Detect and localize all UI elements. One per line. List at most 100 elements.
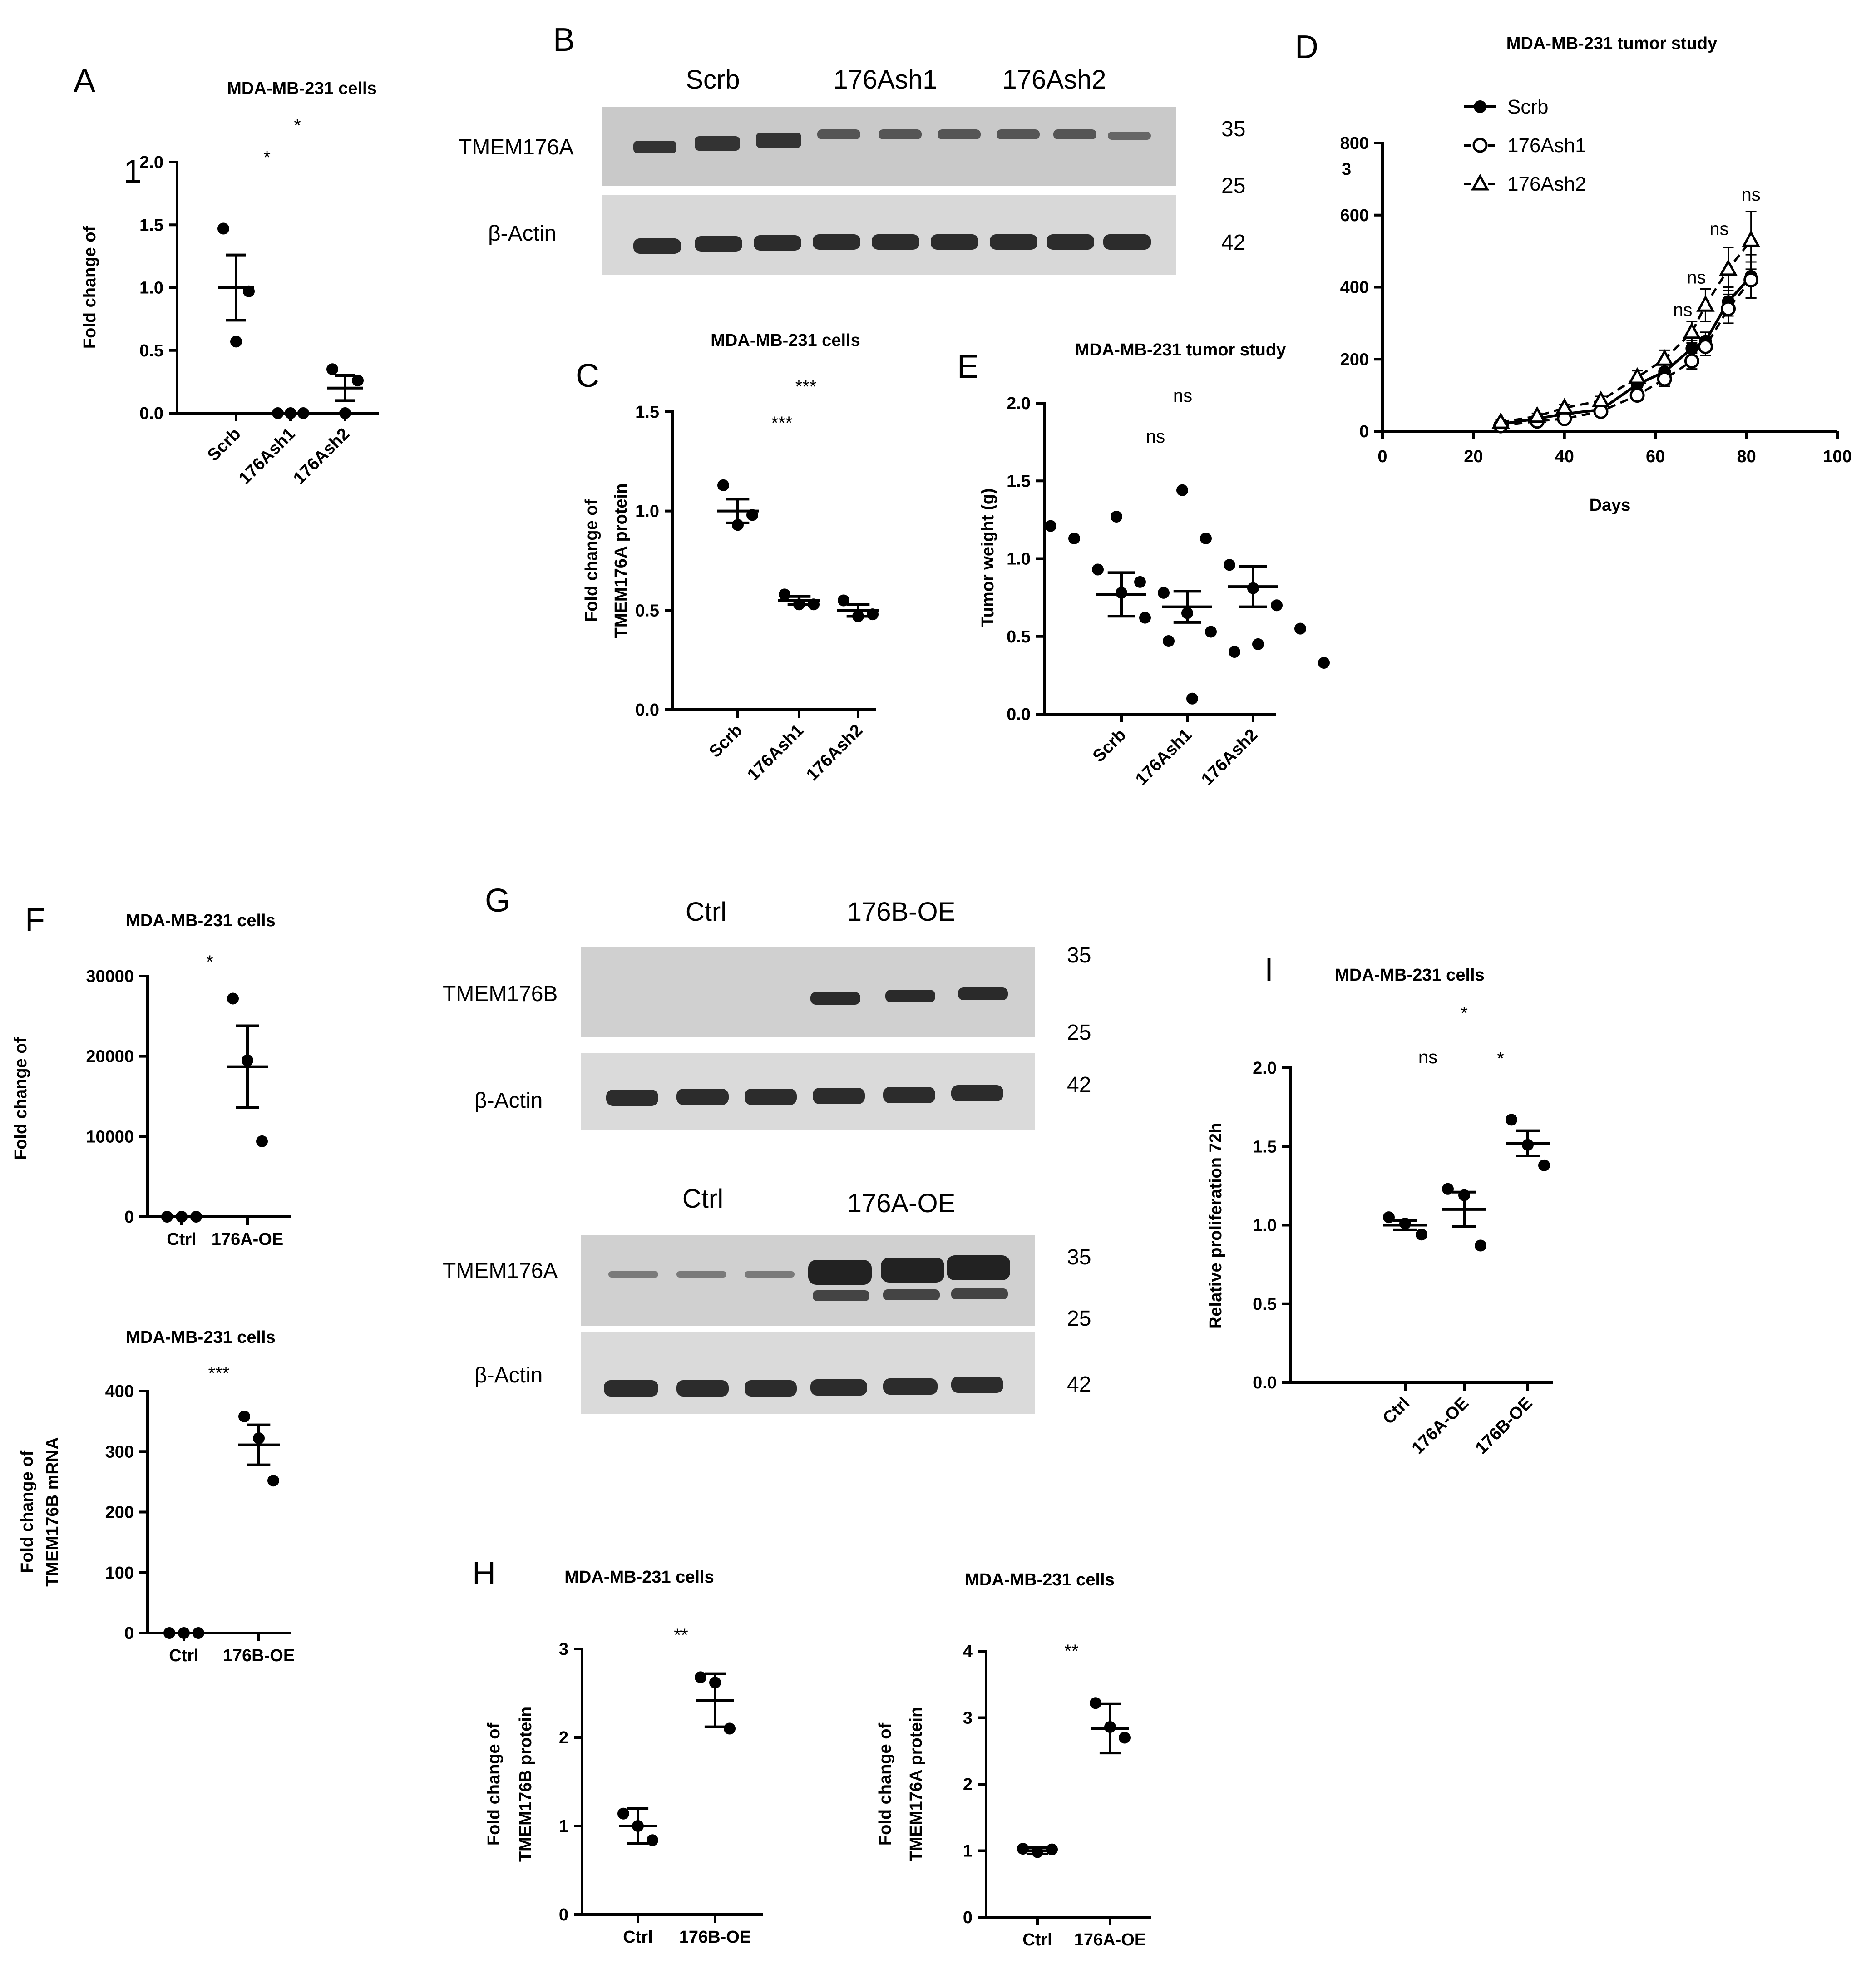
blot-b-loading-bands bbox=[633, 234, 1151, 254]
panel-a-extra-label: 1 bbox=[123, 153, 142, 190]
chart-e-ytick-label: 0.5 bbox=[1007, 627, 1031, 646]
chart-d-ytick-label: 0 bbox=[1359, 422, 1369, 441]
chart-f-top-ytick-label: 30000 bbox=[86, 967, 134, 986]
chart-c-significance: *** bbox=[771, 413, 793, 433]
panel-label-a: A bbox=[74, 63, 95, 99]
chart-d-title: MDA-MB-231 tumor study bbox=[1506, 34, 1717, 53]
chart-i-ylabel: Relative proliferation 72h bbox=[1206, 1123, 1225, 1329]
chart-f-bottom-ytick-label: 100 bbox=[105, 1564, 134, 1583]
chart-d-annotation: ns bbox=[1709, 219, 1728, 239]
blot-g-top-lane-ctrl: Ctrl bbox=[686, 897, 726, 927]
chart-a-significance: * bbox=[263, 148, 271, 168]
panel-label-b: B bbox=[553, 22, 575, 58]
chart-panel-h-right: MDA-MB-231 cells 0 1 2 3 4 Fold change of TMEM1… bbox=[876, 1570, 1151, 1949]
chart-i-significance: * bbox=[1461, 1003, 1468, 1023]
chart-h-right-ylabel: TMEM176A protein bbox=[907, 1707, 926, 1862]
chart-a-ytick-label: 0.0 bbox=[139, 404, 163, 423]
chart-f-bottom-title: MDA-MB-231 cells bbox=[126, 1328, 275, 1347]
chart-h-right-data-point bbox=[1119, 1732, 1131, 1744]
chart-d-ytick-label: 200 bbox=[1340, 350, 1369, 369]
panel-label-d: D bbox=[1295, 29, 1318, 65]
chart-h-left-ylabel: Fold change of bbox=[484, 1723, 504, 1846]
chart-d-xtick-label: 0 bbox=[1377, 447, 1387, 466]
chart-i-ytick-label: 0.5 bbox=[1253, 1295, 1277, 1314]
chart-f-bottom-significance: *** bbox=[208, 1363, 230, 1383]
chart-d-point-176ash1 bbox=[1657, 371, 1672, 387]
chart-h-right-ylabel: Fold change of bbox=[876, 1723, 895, 1846]
chart-i-ytick-label: 2.0 bbox=[1253, 1059, 1277, 1078]
chart-d-series-line-176ash1 bbox=[1501, 279, 1752, 427]
chart-h-right-ytick-label: 0 bbox=[963, 1908, 973, 1927]
chart-h-right-ytick-label: 4 bbox=[963, 1642, 973, 1661]
chart-h-right-xtick-label: 176A-OE bbox=[1074, 1930, 1146, 1949]
chart-h-left-data-point bbox=[617, 1807, 629, 1820]
chart-f-top-data-point bbox=[256, 1135, 268, 1147]
chart-panel-f-top: MDA-MB-231 cells 0 10000 20000 30000 Fold cha… bbox=[11, 911, 291, 1249]
chart-e-data-point bbox=[1163, 635, 1175, 647]
chart-d-point-176ash2 bbox=[1655, 349, 1674, 366]
chart-h-right-data-point bbox=[1090, 1697, 1101, 1709]
panel-label-f: F bbox=[25, 902, 45, 938]
chart-c-data-point bbox=[779, 588, 790, 601]
chart-a-significance: * bbox=[294, 116, 301, 136]
chart-f-bottom-ytick-label: 300 bbox=[105, 1442, 134, 1461]
blot-g-bottom-target-label: TMEM176A bbox=[443, 1259, 558, 1283]
chart-d-legend-label-176ash2: 176Ash2 bbox=[1507, 173, 1586, 195]
chart-d-point-176ash2 bbox=[1719, 259, 1738, 276]
chart-c-ylabel: Fold change of bbox=[582, 499, 601, 622]
chart-i-ytick-label: 1.0 bbox=[1253, 1216, 1277, 1235]
chart-c-ytick-label: 1.0 bbox=[635, 502, 659, 521]
chart-e-data-point bbox=[1205, 626, 1217, 638]
chart-d-legend-label-scrb: Scrb bbox=[1507, 96, 1548, 118]
panel-label-e: E bbox=[957, 349, 979, 385]
chart-i-data-point bbox=[1383, 1211, 1395, 1224]
chart-d-point-176ash2 bbox=[1555, 398, 1574, 415]
chart-e-data-point bbox=[1139, 612, 1151, 624]
chart-h-left-data-point bbox=[695, 1671, 706, 1683]
blot-b-lane-176ash2: 176Ash2 bbox=[1002, 65, 1106, 94]
chart-f-top-title: MDA-MB-231 cells bbox=[126, 911, 275, 930]
panel-d-unit-mark: 3 bbox=[1342, 160, 1351, 179]
blot-g-top-target-bands bbox=[810, 987, 1008, 1005]
chart-e-data-point bbox=[1318, 656, 1330, 669]
chart-h-right-ytick-label: 2 bbox=[963, 1775, 973, 1794]
chart-h-left-ytick-label: 3 bbox=[559, 1640, 568, 1659]
chart-d-legend-label-176ash1: 176Ash1 bbox=[1507, 134, 1586, 157]
chart-e-data-point bbox=[1252, 638, 1264, 650]
blot-b-marker-25: 25 bbox=[1221, 174, 1245, 198]
chart-i-ytick-label: 1.5 bbox=[1253, 1137, 1277, 1156]
chart-f-top-xtick-label: Ctrl bbox=[167, 1230, 196, 1249]
chart-panel-d: MDA-MB-231 tumor study 0 200 400 600 800 0 20 40… bbox=[1340, 34, 1852, 515]
blot-b-target-bands bbox=[633, 129, 1151, 153]
chart-h-right-xtick-label: Ctrl bbox=[1022, 1930, 1052, 1949]
western-blot-g-top: Ctrl 176B-OE TMEM176B β-Actin 35 25 42 bbox=[443, 897, 1091, 1130]
panel-label-g: G bbox=[485, 883, 510, 919]
blot-g-bottom-loading-label: β-Actin bbox=[474, 1363, 543, 1387]
chart-e-data-point bbox=[1294, 622, 1306, 635]
chart-i-data-point bbox=[1416, 1229, 1427, 1241]
chart-d-point-scrb bbox=[1685, 342, 1698, 355]
chart-h-left-title: MDA-MB-231 cells bbox=[564, 1568, 714, 1587]
chart-d-ytick-label: 400 bbox=[1340, 278, 1369, 297]
chart-d-point-176ash2 bbox=[1591, 390, 1610, 408]
chart-f-bottom-ytick-label: 0 bbox=[124, 1624, 134, 1643]
chart-c-data-point bbox=[838, 594, 849, 607]
chart-f-top-xtick-label: 176A-OE bbox=[212, 1230, 283, 1249]
chart-d-point-176ash1 bbox=[1721, 301, 1736, 316]
chart-h-left-data-point bbox=[724, 1722, 736, 1735]
panel-label-h: H bbox=[472, 1555, 496, 1592]
chart-i-data-point bbox=[1506, 1114, 1517, 1126]
blot-g-bottom-lane-176a-oe: 176A-OE bbox=[847, 1189, 956, 1218]
chart-d-xtick-label: 100 bbox=[1823, 447, 1851, 466]
chart-d-annotation: ns bbox=[1741, 185, 1760, 205]
blot-g-top-loading-bands bbox=[606, 1085, 1003, 1106]
blot-g-top-marker-25: 25 bbox=[1067, 1021, 1091, 1045]
chart-a-ytick-label: 0.5 bbox=[139, 341, 163, 360]
chart-h-left-ytick-label: 2 bbox=[559, 1728, 568, 1747]
chart-e-data-point bbox=[1186, 692, 1198, 705]
chart-h-left-ytick-label: 0 bbox=[559, 1905, 568, 1925]
chart-f-bottom-ytick-label: 200 bbox=[105, 1503, 134, 1522]
chart-e-data-point bbox=[1200, 532, 1212, 544]
chart-f-top-data-point bbox=[227, 992, 239, 1005]
